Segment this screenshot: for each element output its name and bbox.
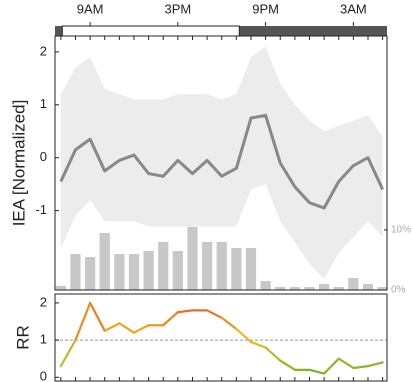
y2-tick-label: 10% [391,225,411,236]
bar [348,277,359,290]
line-segment [220,316,238,331]
bar [99,232,110,290]
line-segment [74,301,92,342]
bar [55,285,66,290]
y-tick-label: 1 [40,332,47,347]
y-tick-label: 0 [40,369,47,382]
plot-frame [54,293,388,382]
line-segment [103,322,121,332]
line-segment [337,357,355,370]
line-segment [323,357,340,375]
x-tick-label: 3PM [164,1,191,16]
band [60,46,383,280]
bar [260,280,271,290]
y-tick-label: -1 [35,202,47,217]
x-tick-label: 3AM [340,1,367,16]
bar [318,283,330,290]
line-segment [59,339,77,368]
line-segment [89,301,106,332]
x-tick-label: 9AM [77,1,104,16]
y-tick-label: 2 [40,43,47,58]
bar [128,253,140,290]
bar [304,286,315,290]
light-period [61,25,240,37]
line-segment [264,346,282,362]
bar [70,253,81,290]
y-axis-label: IEA [Normalized] [9,100,28,227]
line [59,113,384,210]
bar [231,247,242,290]
line-segment [279,359,296,371]
y-tick-label: 1 [40,96,47,111]
line-segment [308,368,326,375]
line-segment [162,311,179,327]
line-segment [249,340,267,349]
line-segment [118,322,136,334]
bar [333,286,344,290]
line-segment [132,324,150,334]
plot-frame [54,35,388,291]
bar [201,241,213,290]
y-tick-label: 2 [40,294,47,309]
bar [187,226,198,290]
x-tick-label: 9PM [252,1,279,16]
bar [216,241,227,290]
bar [84,256,96,290]
bar [245,247,257,290]
bar [362,283,374,290]
line-segment [206,309,223,319]
line-segment [235,327,253,344]
bar [275,286,286,290]
bar [158,241,169,290]
y2-tick-label: 0% [391,285,406,296]
y-tick-label: 0 [40,149,47,164]
line-segment [176,309,194,314]
bar [377,286,388,290]
bar [143,250,154,290]
line-segment [366,361,384,368]
line-segment [352,365,370,370]
bar [114,253,125,290]
y-axis-label: RR [13,325,32,350]
bar [289,286,300,290]
bar [172,250,183,290]
